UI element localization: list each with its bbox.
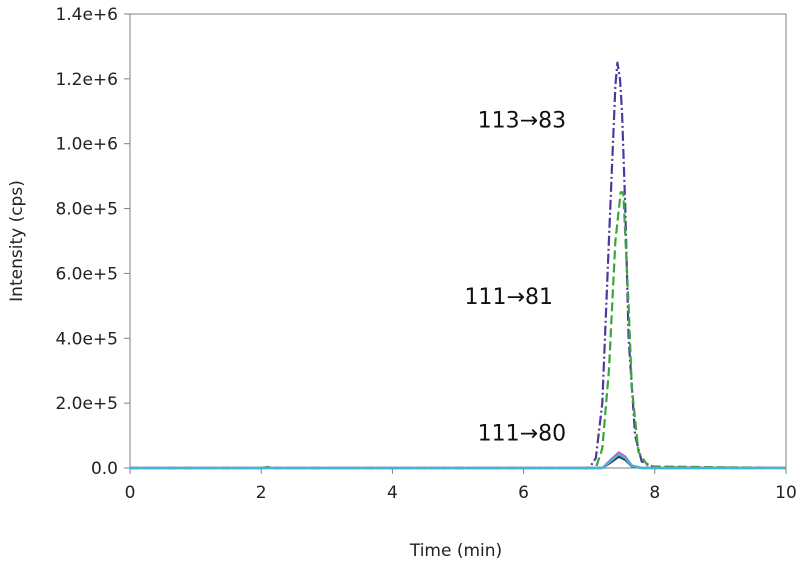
transition-annotation: 111→81 (465, 285, 553, 310)
y-tick-label: 0.0 (91, 459, 118, 479)
x-tick-label: 6 (518, 483, 529, 503)
x-tick-label: 4 (387, 483, 398, 503)
x-tick-label: 8 (649, 483, 660, 503)
series-layer (130, 61, 787, 470)
y-tick-label: 8.0e+5 (55, 200, 118, 220)
y-tick-label: 6.0e+5 (55, 264, 118, 284)
y-tick-label: 2.0e+5 (55, 394, 118, 414)
transition-annotation: 111→80 (478, 421, 566, 446)
series-line-5 (130, 453, 786, 470)
y-tick-label: 1.0e+6 (55, 135, 118, 155)
plot-frame (129, 13, 787, 469)
x-tick-label: 0 (125, 483, 136, 503)
x-tick-label: 2 (256, 483, 267, 503)
plot-area: 0 2 4 6 8 10 0.0 2.0e+5 4.0e+5 6.0e+5 8.0e+5 1.0e+6… (55, 5, 796, 503)
x-tick-label: 10 (775, 483, 797, 503)
series-line-1 (130, 61, 787, 470)
y-tick-label: 4.0e+5 (55, 329, 118, 349)
y-axis-title: Intensity (cps) (7, 180, 27, 302)
y-tick-label: 1.4e+6 (55, 5, 118, 25)
annotation-layer: 113→83 111→81 111→80 (465, 109, 567, 447)
series-line-4 (130, 451, 786, 470)
y-tick-label: 1.2e+6 (55, 70, 118, 90)
transition-annotation: 113→83 (478, 109, 566, 134)
series-line-2 (130, 191, 787, 470)
x-axis-title: Time (min) (409, 541, 502, 561)
series-line-3 (130, 455, 786, 470)
